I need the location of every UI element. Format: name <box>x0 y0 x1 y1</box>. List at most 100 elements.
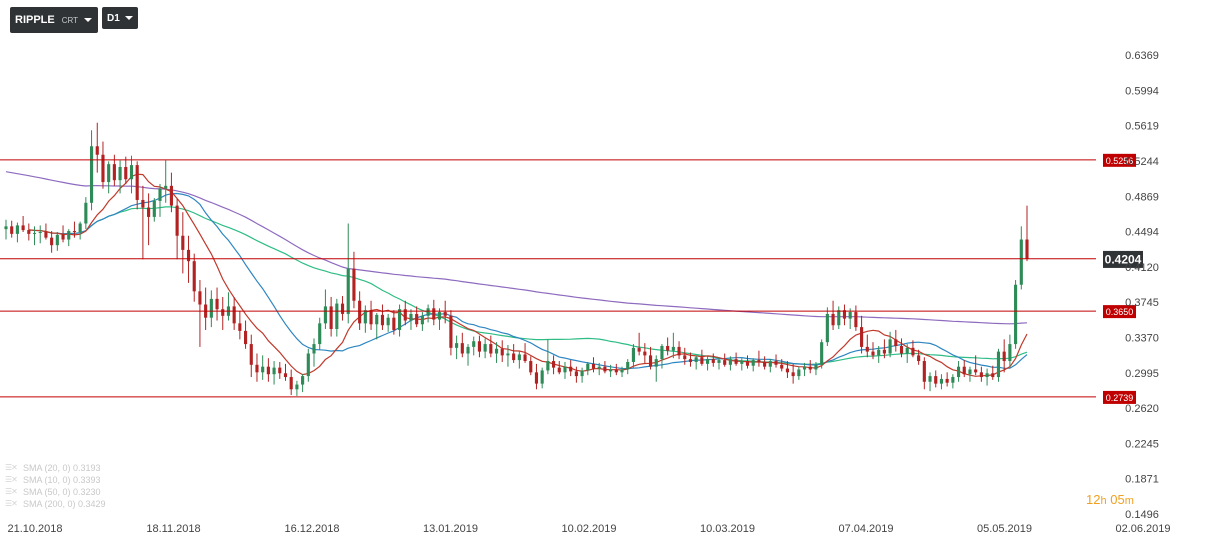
candle <box>141 185 145 260</box>
candle <box>27 223 31 241</box>
y-tick-label: 0.4494 <box>1125 227 1159 239</box>
candle <box>860 315 864 354</box>
candle <box>266 358 270 382</box>
current-price-tag <box>1103 250 1143 268</box>
settings-icon[interactable]: ☰✕ <box>5 499 18 508</box>
candle <box>706 356 710 371</box>
candle <box>449 310 453 356</box>
x-tick-label: 18.11.2018 <box>146 523 200 535</box>
candle <box>192 253 196 302</box>
candle <box>591 357 596 373</box>
candle <box>597 362 601 376</box>
candle <box>500 340 504 362</box>
candle <box>557 361 561 375</box>
candle <box>243 320 248 349</box>
symbol-selector[interactable]: RIPPLE CRT <box>10 7 98 33</box>
candle <box>124 156 128 184</box>
candle <box>380 304 385 330</box>
candle <box>403 300 407 326</box>
candle <box>238 311 242 340</box>
candle <box>854 305 858 331</box>
candle <box>945 372 949 387</box>
candle <box>609 364 613 378</box>
candle <box>129 155 134 194</box>
candle <box>84 197 88 230</box>
level-tag <box>1103 153 1136 167</box>
y-tick-label: 0.5244 <box>1125 156 1159 168</box>
legend-item[interactable]: ☰✕ SMA (20, 0) 0.3193 <box>5 462 106 474</box>
candle <box>831 300 835 330</box>
candle <box>175 199 179 260</box>
candle <box>717 357 721 370</box>
candle <box>683 347 687 365</box>
countdown-minutes: 05 <box>1110 492 1125 507</box>
symbol-sub: CRT <box>61 15 79 25</box>
candle <box>934 370 938 388</box>
candle <box>899 338 904 358</box>
candle <box>95 122 99 173</box>
candle <box>466 344 470 366</box>
candle <box>335 298 339 337</box>
legend-item[interactable]: ☰✕ SMA (10, 0) 0.3393 <box>5 474 106 486</box>
candle <box>671 332 675 359</box>
x-tick-label: 02.06.2019 <box>1115 523 1170 535</box>
y-tick-label: 0.6369 <box>1125 50 1159 62</box>
candle <box>443 300 447 324</box>
candle-countdown: 12h 05m <box>1086 492 1134 507</box>
candle <box>232 296 236 330</box>
level-label: 0.5256 <box>1106 156 1134 166</box>
candle <box>158 183 162 217</box>
candle <box>181 212 185 274</box>
candle <box>677 341 681 360</box>
sma-50-line <box>28 206 1028 365</box>
legend-item[interactable]: ☰✕ SMA (50, 0) 0.3230 <box>5 486 106 498</box>
candle <box>922 357 926 390</box>
candle <box>78 221 82 240</box>
candle <box>346 223 350 324</box>
x-tick-label: 13.01.2019 <box>423 523 478 535</box>
candle <box>962 360 966 378</box>
settings-icon[interactable]: ☰✕ <box>5 463 18 472</box>
candle <box>745 355 750 369</box>
candle <box>928 372 932 392</box>
candle <box>888 331 892 358</box>
candle <box>1002 339 1006 373</box>
candle <box>877 345 881 363</box>
candle <box>614 363 618 376</box>
candle <box>723 353 727 367</box>
x-tick-label: 07.04.2019 <box>838 523 893 535</box>
timeframe-selector[interactable]: D1 <box>102 7 138 29</box>
candle <box>979 366 983 382</box>
chevron-down-icon <box>84 18 92 22</box>
candle <box>460 332 464 358</box>
candle <box>974 355 978 376</box>
settings-icon[interactable]: ☰✕ <box>5 487 18 496</box>
candle <box>283 363 288 381</box>
candle <box>340 296 345 321</box>
axis-labels: 0.6369 0.5994 0.5619 0.5244 0.4869 0.4494 0.41… <box>7 50 1170 535</box>
legend-label: SMA (20, 0) 0.3193 <box>23 463 101 473</box>
settings-icon[interactable]: ☰✕ <box>5 475 18 484</box>
candle <box>301 374 305 393</box>
candle <box>10 220 14 238</box>
candle <box>420 312 424 331</box>
candle <box>768 359 772 373</box>
candle <box>323 289 327 330</box>
candle <box>375 312 379 340</box>
y-tick-label: 0.2245 <box>1125 438 1159 450</box>
candle <box>574 366 578 383</box>
candle <box>603 361 607 374</box>
candle <box>472 336 476 356</box>
y-tick-label: 0.4120 <box>1125 262 1159 274</box>
candle <box>1014 280 1018 349</box>
candle <box>512 344 516 363</box>
y-tick-label: 0.3370 <box>1125 332 1159 344</box>
legend-item[interactable]: ☰✕ SMA (200, 0) 0.3429 <box>5 498 106 510</box>
x-tick-label: 16.12.2018 <box>284 523 339 535</box>
candle <box>951 374 955 389</box>
candle <box>164 160 168 203</box>
current-price-label: 0.4204 <box>1105 252 1142 266</box>
candle <box>50 231 54 253</box>
candle <box>506 345 510 367</box>
